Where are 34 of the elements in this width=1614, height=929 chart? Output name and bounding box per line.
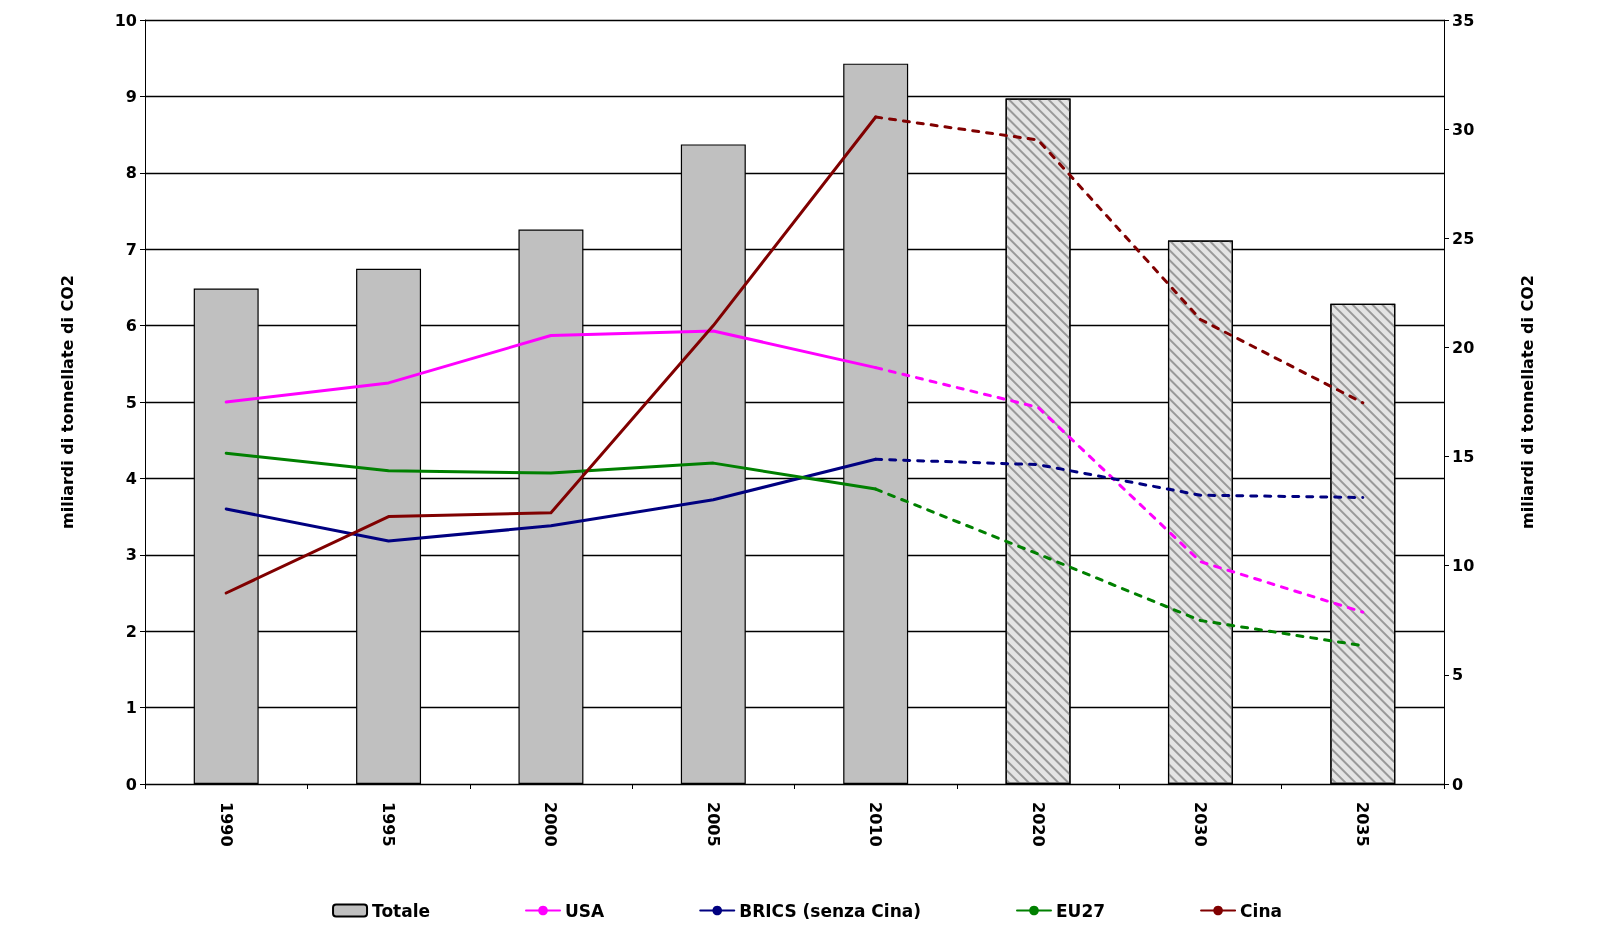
y-tick-label: 4 (125, 468, 137, 488)
x-tick-label: 2005 (703, 802, 723, 847)
y2-tick-label: 20 (1452, 337, 1475, 357)
y-tick-label: 10 (114, 10, 137, 30)
legend-label: Totale (372, 900, 431, 921)
legend-label: EU27 (1056, 900, 1106, 921)
y-tick-label: 6 (125, 316, 137, 336)
legend-label: USA (565, 900, 606, 921)
y2-tick-label: 35 (1452, 10, 1475, 30)
y-axis-title: miliardi di tonnellate di CO2 (57, 275, 77, 529)
y2-tick-label: 30 (1452, 119, 1475, 139)
x-tick-label: 2030 (1190, 802, 1210, 847)
y2-tick-label: 5 (1452, 665, 1464, 685)
legend-label: Cina (1240, 900, 1282, 921)
y-tick-label: 3 (125, 545, 137, 565)
y-tick-label: 5 (125, 392, 137, 412)
y2-tick-label: 10 (1452, 556, 1475, 576)
y-tick-label: 1 (125, 698, 137, 718)
y2-tick-label: 0 (1452, 774, 1464, 794)
x-tick-label: 2010 (866, 802, 886, 847)
legend-label: BRICS (senza Cina) (739, 900, 921, 921)
y-tick-label: 0 (125, 774, 137, 794)
y-tick-label: 9 (125, 86, 137, 106)
y-tick-label: 2 (125, 621, 137, 641)
y2-axis-title: miliardi di tonnellate di CO2 (1517, 275, 1537, 529)
x-tick-label: 2035 (1353, 802, 1373, 847)
x-tick-label: 1990 (216, 802, 236, 847)
x-tick-label: 2020 (1028, 802, 1048, 847)
y2-tick-label: 15 (1452, 447, 1475, 467)
y-tick-label: 8 (125, 163, 137, 183)
y2-tick-label: 25 (1452, 228, 1475, 248)
y-tick-label: 7 (125, 239, 137, 259)
x-tick-label: 2000 (541, 802, 561, 847)
x-tick-label: 1995 (379, 802, 399, 847)
